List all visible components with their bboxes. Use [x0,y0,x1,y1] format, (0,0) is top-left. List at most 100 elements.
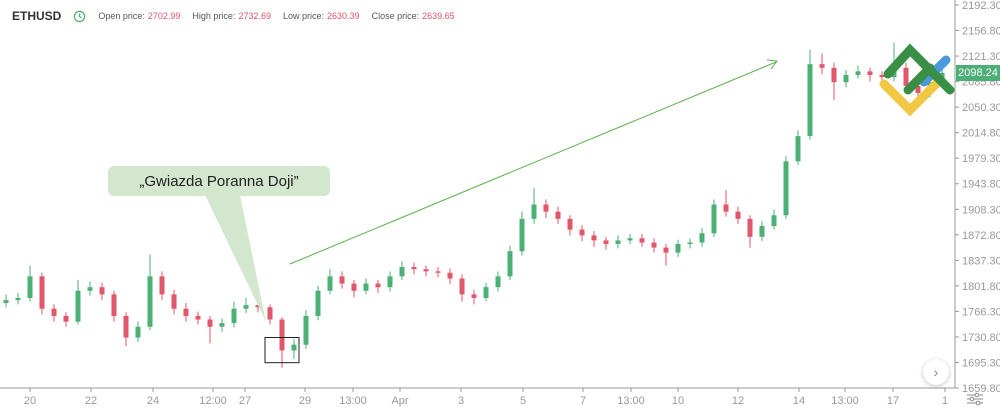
candle [423,265,429,277]
candle-body [555,211,561,219]
candle [819,53,825,75]
candle-body [111,294,117,316]
candle-body [135,326,141,338]
candle-body [219,323,225,327]
candle-body [363,283,369,291]
candle [243,297,249,314]
candle [519,211,525,256]
candle [591,231,597,247]
brand-logo [879,43,955,117]
candle-body [807,64,813,137]
x-tick-label: 22 [85,395,97,407]
candle [315,285,321,321]
symbol-name[interactable]: ETHUSD [12,9,62,23]
candle-body [819,64,825,68]
candle [351,279,357,298]
candle-body [663,247,669,253]
x-tick-label: 5 [520,395,526,407]
candle [3,294,9,308]
scroll-to-latest-button[interactable]: › [923,359,949,385]
candle-body [207,319,213,327]
clock-icon[interactable] [73,10,86,23]
candle-body [267,307,273,320]
candle-body [603,240,609,245]
candle-body [171,294,177,309]
candle [399,261,405,280]
y-tick-label: 1801.80 [962,281,1000,293]
candle [459,274,465,302]
candle [747,215,753,248]
x-tick-label: 29 [299,395,311,407]
candle-body [651,242,657,248]
candle [567,215,573,236]
candle [75,279,81,325]
candle-body [291,344,297,351]
candle [483,282,489,302]
candle-body [783,161,789,216]
candle-body [159,276,165,295]
candle-body [591,235,597,241]
candle-body [195,315,201,320]
candle [327,269,333,295]
candle [867,67,873,82]
candle [15,292,21,305]
candle-body [879,74,885,78]
y-tick-label: 2121.30 [962,51,1000,63]
candle [435,267,441,278]
candle [135,321,141,342]
candle-body [615,240,621,245]
candle-body [27,276,33,298]
candle-body [795,136,801,162]
pattern-callout: „Gwiazda Poranna Doji” [108,166,330,196]
candle-body [279,319,285,351]
candle-body [903,67,909,86]
candle-body [399,267,405,277]
candle [663,244,669,266]
candle-body [687,242,693,245]
y-tick-label: 1979.30 [962,153,1000,165]
y-tick-label: 1766.30 [962,306,1000,318]
candle [291,338,297,360]
candle [267,304,273,325]
candle [579,225,585,242]
candle-body [543,204,549,212]
y-tick-label: 2014.80 [962,128,1000,140]
candle [387,271,393,292]
candle [447,268,453,285]
candle [495,271,501,292]
candle-body [303,315,309,345]
callout-pointer [205,195,266,322]
candle-body [387,276,393,288]
candle [207,315,213,344]
x-tick-label: 13:00 [339,395,367,407]
candle-body [567,218,573,230]
chart-header: ETHUSD Open price: 2702.99 High price: 2… [12,9,467,23]
candle [735,206,741,224]
candle-body [75,290,81,322]
candle [855,65,861,79]
candle [51,304,57,322]
candle [831,62,837,101]
x-tick-label: 14 [793,395,805,407]
candle [543,199,549,219]
candle [171,290,177,315]
candle [159,271,165,301]
candle [279,317,285,368]
candle-body [423,269,429,272]
candle [339,271,345,289]
open-value: 2702.99 [147,11,181,21]
candle-body [867,71,873,75]
candle [807,49,813,140]
high-label: High price: [192,11,236,21]
candle [39,272,45,315]
candle-body [183,308,189,316]
sliders-icon[interactable] [965,392,985,406]
pattern-highlight-box [264,337,300,364]
chevron-right-icon: › [933,364,939,380]
y-tick-label: 2156.80 [962,26,1000,38]
candle-body [495,276,501,288]
candle [99,282,105,301]
candle [231,301,237,328]
candle-body [639,238,645,243]
